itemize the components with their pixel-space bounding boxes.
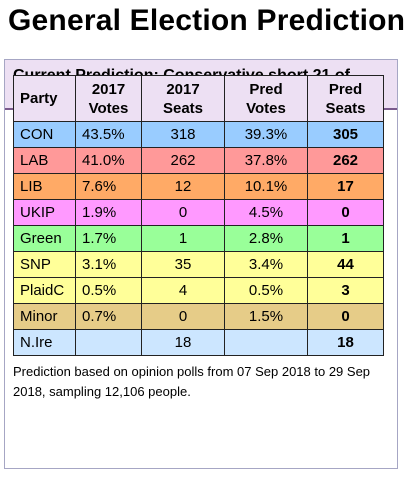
cell-pred-seats: 0 <box>307 199 384 226</box>
cell-2017-votes: 1.7% <box>75 225 142 252</box>
cell-party: LAB <box>13 147 76 174</box>
cell-party: LIB <box>13 173 76 200</box>
cell-pred-votes: 37.8% <box>224 147 308 174</box>
cell-pred-votes: 39.3% <box>224 121 308 148</box>
header-pred-seats-line2: Seats <box>325 99 366 117</box>
header-pred-votes-line2: Votes <box>246 99 286 117</box>
cell-pred-votes: 10.1% <box>224 173 308 200</box>
cell-party: N.Ire <box>13 329 76 356</box>
cell-pred-seats: 1 <box>307 225 384 252</box>
prediction-table-wrapper: Party 2017 Votes 2017 Seats Pred Votes P… <box>13 75 384 356</box>
cell-2017-votes: 0.5% <box>75 277 142 304</box>
header-pred-votes-line1: Pred <box>249 80 283 98</box>
cell-party: UKIP <box>13 199 76 226</box>
header-2017-votes: 2017 Votes <box>75 75 142 122</box>
table-header-row: Party 2017 Votes 2017 Seats Pred Votes P… <box>13 75 384 122</box>
cell-2017-seats: 1 <box>141 225 225 252</box>
cell-2017-seats: 318 <box>141 121 225 148</box>
table-row: SNP 3.1% 35 3.4% 44 <box>13 251 384 278</box>
header-2017-votes-line1: 2017 <box>91 80 126 98</box>
cell-pred-seats: 18 <box>307 329 384 356</box>
cell-pred-seats: 44 <box>307 251 384 278</box>
header-2017-seats-line2: Seats <box>162 99 204 117</box>
cell-2017-votes: 0.7% <box>75 303 142 330</box>
cell-pred-votes: 2.8% <box>224 225 308 252</box>
table-row: CON 43.5% 318 39.3% 305 <box>13 121 384 148</box>
header-2017-votes-line2: Votes <box>88 99 129 117</box>
cell-2017-seats: 35 <box>141 251 225 278</box>
header-pred-votes: Pred Votes <box>224 75 308 122</box>
cell-2017-votes: 41.0% <box>75 147 142 174</box>
cell-2017-votes: 43.5% <box>75 121 142 148</box>
cell-pred-seats: 0 <box>307 303 384 330</box>
page-title: General Election Prediction <box>8 4 406 37</box>
footer-note: Prediction based on opinion polls from 0… <box>13 364 371 399</box>
cell-pred-seats: 3 <box>307 277 384 304</box>
cell-party: SNP <box>13 251 76 278</box>
cell-pred-seats: 17 <box>307 173 384 200</box>
cell-pred-votes <box>224 329 308 356</box>
cell-2017-votes <box>75 329 142 356</box>
header-pred-seats: Pred Seats <box>307 75 384 122</box>
cell-2017-seats: 18 <box>141 329 225 356</box>
cell-pred-seats: 305 <box>307 121 384 148</box>
header-party: Party <box>13 75 76 122</box>
cell-pred-seats: 262 <box>307 147 384 174</box>
header-pred-seats-line1: Pred <box>328 80 363 98</box>
table-row: Minor 0.7% 0 1.5% 0 <box>13 303 384 330</box>
cell-2017-votes: 3.1% <box>75 251 142 278</box>
table-row: Green 1.7% 1 2.8% 1 <box>13 225 384 252</box>
cell-2017-votes: 1.9% <box>75 199 142 226</box>
table-row: N.Ire 18 18 <box>13 329 384 356</box>
table-row: LAB 41.0% 262 37.8% 262 <box>13 147 384 174</box>
header-2017-seats-line1: 2017 <box>166 80 200 98</box>
prediction-table: Party 2017 Votes 2017 Seats Pred Votes P… <box>13 75 384 356</box>
cell-party: PlaidC <box>13 277 76 304</box>
cell-party: Green <box>13 225 76 252</box>
cell-2017-seats: 0 <box>141 303 225 330</box>
cell-2017-votes: 7.6% <box>75 173 142 200</box>
cell-pred-votes: 4.5% <box>224 199 308 226</box>
cell-2017-seats: 0 <box>141 199 225 226</box>
cell-2017-seats: 4 <box>141 277 225 304</box>
cell-pred-votes: 0.5% <box>224 277 308 304</box>
cell-party: CON <box>13 121 76 148</box>
cell-pred-votes: 1.5% <box>224 303 308 330</box>
cell-pred-votes: 3.4% <box>224 251 308 278</box>
table-row: PlaidC 0.5% 4 0.5% 3 <box>13 277 384 304</box>
table-row: LIB 7.6% 12 10.1% 17 <box>13 173 384 200</box>
cell-2017-seats: 12 <box>141 173 225 200</box>
cell-2017-seats: 262 <box>141 147 225 174</box>
cell-party: Minor <box>13 303 76 330</box>
table-row: UKIP 1.9% 0 4.5% 0 <box>13 199 384 226</box>
header-2017-seats: 2017 Seats <box>141 75 225 122</box>
